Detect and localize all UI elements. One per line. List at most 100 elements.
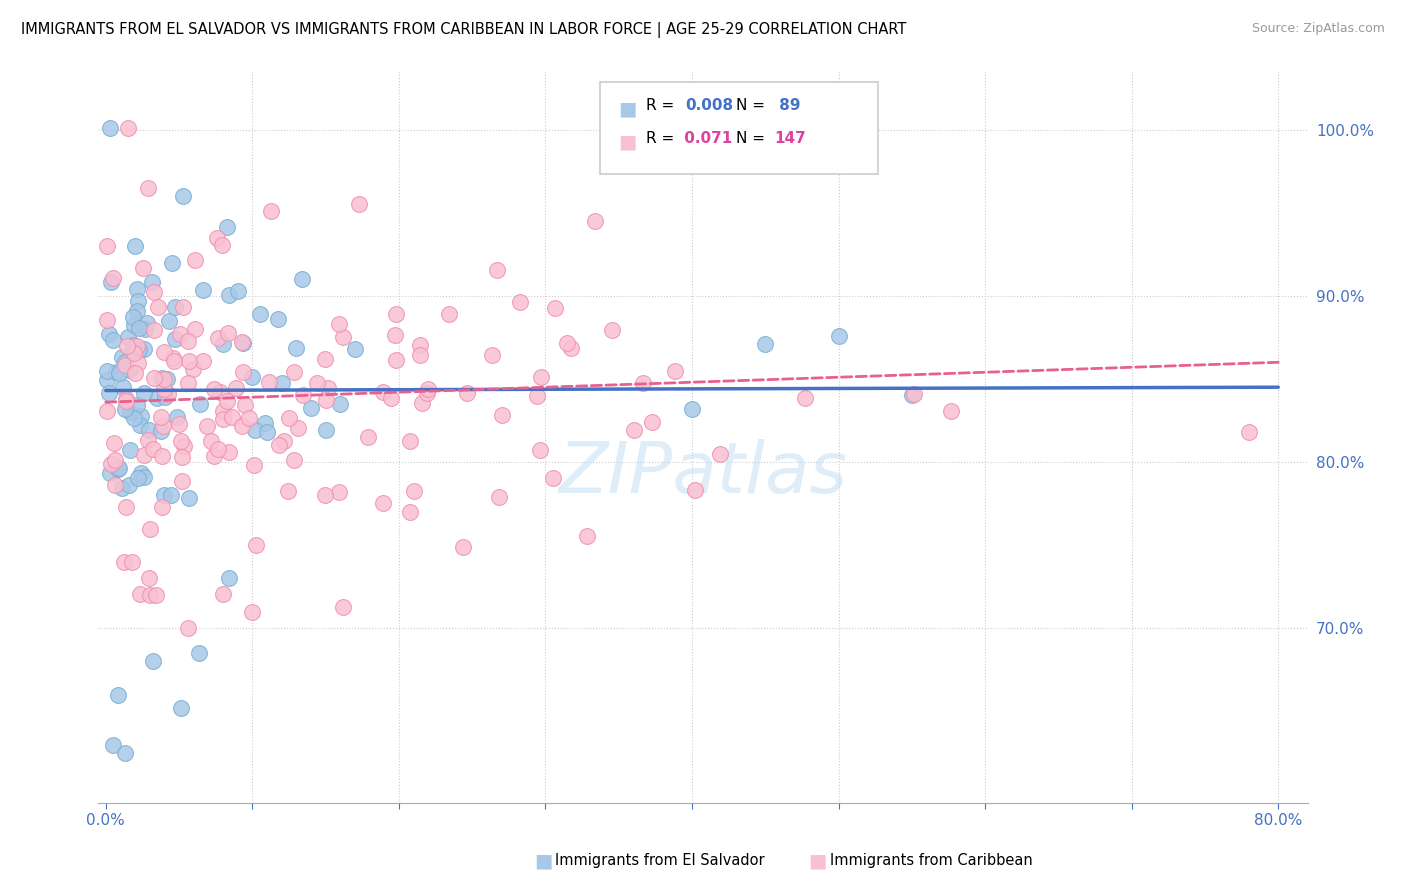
Point [184,322,207,336]
Point [314,488,336,502]
Point [97,386,120,401]
Point [398,505,420,519]
Point [169,417,191,431]
Point [287,421,309,435]
Point [115,500,138,515]
FancyBboxPatch shape [600,82,879,174]
Point [114,355,136,369]
Point [270,376,292,390]
Point [184,252,207,267]
Point [129,418,152,433]
Point [117,330,139,344]
Point [225,381,247,395]
Point [215,394,238,409]
Point [208,384,231,399]
Point [285,342,308,356]
Point [399,434,422,448]
Point [526,389,548,403]
Point [827,329,849,343]
Point [114,394,136,409]
Point [683,483,706,497]
Point [575,529,598,543]
Point [132,386,155,401]
Text: N =: N = [735,130,769,145]
Point [488,490,510,504]
Point [169,327,191,342]
Point [283,365,305,379]
Point [124,366,146,380]
Point [115,339,138,353]
Point [212,411,235,425]
Point [260,203,283,218]
Point [207,230,229,244]
Point [385,352,408,367]
Point [117,120,139,135]
Point [153,488,176,502]
Point [114,358,136,372]
Point [681,402,703,417]
Point [141,275,163,289]
Point [101,738,124,752]
Point [709,447,731,461]
Point [100,457,122,471]
Point [127,398,149,412]
Point [118,477,141,491]
Point [371,384,394,399]
Point [142,285,165,300]
Point [136,433,159,447]
Point [207,331,229,345]
Point [509,295,531,310]
Point [101,333,124,347]
Point [283,453,305,467]
Point [162,351,184,366]
Text: N =: N = [735,98,769,112]
Point [437,307,460,321]
Point [150,449,173,463]
Point [291,388,314,402]
Point [371,495,394,509]
Point [122,310,145,325]
Point [150,500,173,514]
Point [623,423,645,437]
Point [188,397,211,411]
Point [181,362,204,376]
Point [112,555,135,569]
Point [121,555,143,569]
Point [530,370,553,384]
Point [456,385,478,400]
Point [277,484,299,499]
Point [600,323,623,337]
Point [125,304,148,318]
Point [200,434,222,448]
Point [101,270,124,285]
Point [191,283,214,297]
Point [179,491,201,505]
Point [254,416,277,430]
Point [299,401,322,415]
Point [166,409,188,424]
Point [411,396,433,410]
Point [177,376,200,390]
Point [172,475,194,489]
Point [170,434,193,448]
Point [111,350,134,364]
Point [149,424,172,438]
Point [112,380,135,394]
Point [256,425,278,440]
Point [245,538,267,552]
Point [103,436,125,450]
Point [132,260,155,275]
Point [165,301,187,315]
Point [146,391,169,405]
Point [243,458,266,472]
Point [172,189,194,203]
Point [157,314,180,328]
Point [232,335,254,350]
Point [555,335,578,350]
Point [142,442,165,457]
Text: ■: ■ [534,851,553,871]
Point [138,424,160,438]
Point [173,440,195,454]
Point [939,404,962,418]
Text: Source: ZipAtlas.com: Source: ZipAtlas.com [1251,22,1385,36]
